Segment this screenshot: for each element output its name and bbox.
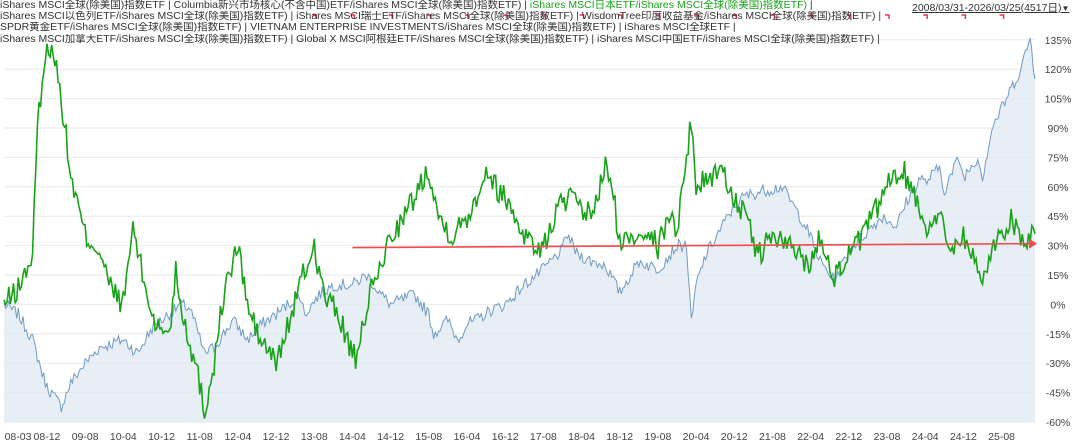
- x-tick-label: 19-08: [644, 431, 671, 443]
- period-marker-icon: [464, 14, 470, 19]
- y-tick-label: 60%: [1047, 182, 1068, 194]
- period-marker-icon: [350, 14, 356, 19]
- period-marker-icon: [885, 14, 890, 19]
- x-tick-label: 15-08: [415, 431, 442, 443]
- x-tick-label: 12-12: [263, 431, 290, 443]
- period-marker-icon: [388, 14, 394, 19]
- x-tick-label: 14-12: [377, 431, 404, 443]
- y-tick-label: 120%: [1045, 64, 1072, 76]
- y-tick-label: 90%: [1047, 123, 1068, 135]
- series-line-blue: [3, 37, 1036, 413]
- period-marker-icon: [541, 14, 547, 19]
- y-tick-label: 75%: [1047, 152, 1068, 164]
- x-tick-label: 14-04: [339, 431, 366, 443]
- x-tick-label: 10-04: [110, 431, 137, 443]
- chevron-down-icon: ▼: [1061, 4, 1070, 13]
- x-tick-label: 08-12: [34, 431, 61, 443]
- period-marker-icon: [694, 14, 699, 19]
- y-tick-label: 135%: [1045, 35, 1072, 47]
- legend-line-4[interactable]: iShares MSCI加拿大ETF/iShares MSCI全球(除美国)指数…: [0, 33, 880, 45]
- y-tick-label: 0%: [1050, 299, 1065, 311]
- period-marker-icon: [617, 14, 623, 19]
- legend-separator: |: [807, 0, 813, 11]
- y-tick-label: -60%: [1046, 417, 1071, 429]
- period-marker-icon: [961, 14, 967, 19]
- x-tick-label: 17-08: [530, 431, 557, 443]
- x-tick-label: 24-04: [912, 431, 939, 443]
- period-marker-icon: [503, 14, 508, 19]
- trend-line: [352, 242, 1036, 249]
- x-tick-label: 16-12: [492, 431, 519, 443]
- x-tick-label: 11-08: [187, 431, 213, 443]
- x-tick-label: 24-12: [950, 431, 977, 443]
- period-marker-icon: [655, 14, 661, 19]
- x-tick-label: 21-08: [759, 431, 786, 443]
- period-marker-icon: [999, 14, 1005, 19]
- period-marker-icon: [312, 14, 317, 19]
- y-tick-label: 105%: [1045, 94, 1072, 106]
- period-marker-icon: [770, 14, 776, 19]
- x-tick-label: 22-04: [797, 431, 824, 443]
- y-tick-label: -30%: [1046, 358, 1071, 370]
- period-marker-icon: [846, 14, 852, 19]
- x-tick-label: 23-08: [874, 431, 901, 443]
- period-marker-icon: [808, 14, 814, 19]
- x-tick-label: 20-04: [683, 431, 710, 443]
- legend-item-1[interactable]: iShares MSCI全球(除美国)指数ETF: [0, 0, 166, 11]
- period-marker-icon: [923, 14, 928, 19]
- y-tick-label: 45%: [1047, 211, 1068, 223]
- legend-line-3[interactable]: SPDR黄金ETF/iShares MSCI全球(除美国)指数ETF) | VI…: [0, 22, 736, 34]
- legend-line-2[interactable]: iShares MSCI以色列ETF/iShares MSCI全球(除美国)指数…: [0, 11, 882, 23]
- x-tick-label: 25-08: [988, 431, 1015, 443]
- y-tick-label: 15%: [1047, 270, 1068, 282]
- x-tick-label: 10-12: [148, 431, 175, 443]
- period-marker-icon: [579, 14, 585, 19]
- x-tick-label: 18-04: [568, 431, 595, 443]
- y-tick-label: -15%: [1046, 329, 1071, 341]
- x-tick-label: 13-08: [301, 431, 328, 443]
- trend-arrow-icon: [1029, 238, 1037, 249]
- x-tick-label: 08-03: [5, 431, 32, 443]
- y-tick-label: 30%: [1047, 241, 1068, 253]
- x-tick-label: 22-12: [835, 431, 862, 443]
- period-label: 2008/03/31-2026/03/25(4517日): [912, 2, 1062, 14]
- x-tick-label: 09-08: [72, 431, 99, 443]
- series-line-green: [3, 43, 1036, 419]
- period-marker-icon: [732, 14, 737, 19]
- legend-separator: |: [165, 0, 174, 11]
- x-tick-label: 20-12: [721, 431, 748, 443]
- legend-separator: |: [521, 0, 530, 11]
- series-area-fill: [4, 38, 1035, 422]
- y-tick-label: -45%: [1046, 388, 1071, 400]
- x-tick-label: 18-12: [606, 431, 633, 443]
- period-marker-icon: [426, 14, 432, 19]
- legend-item-2[interactable]: Columbia新兴市场核心(不含中国)ETF/iShares MSCI全球(除…: [173, 0, 522, 11]
- period-selector[interactable]: 2008/03/31-2026/03/25(4517日)▼: [912, 0, 1069, 15]
- legend: iShares MSCI全球(除美国)指数ETF | Columbia新兴市场核…: [0, 0, 910, 45]
- x-tick-label: 12-04: [224, 431, 251, 443]
- legend-line-1: iShares MSCI全球(除美国)指数ETF | Columbia新兴市场核…: [0, 0, 910, 11]
- x-tick-label: 16-04: [454, 431, 481, 443]
- legend-item-3[interactable]: iShares MSCI日本ETF/iShares MSCI全球(除美国)指数E…: [529, 0, 808, 11]
